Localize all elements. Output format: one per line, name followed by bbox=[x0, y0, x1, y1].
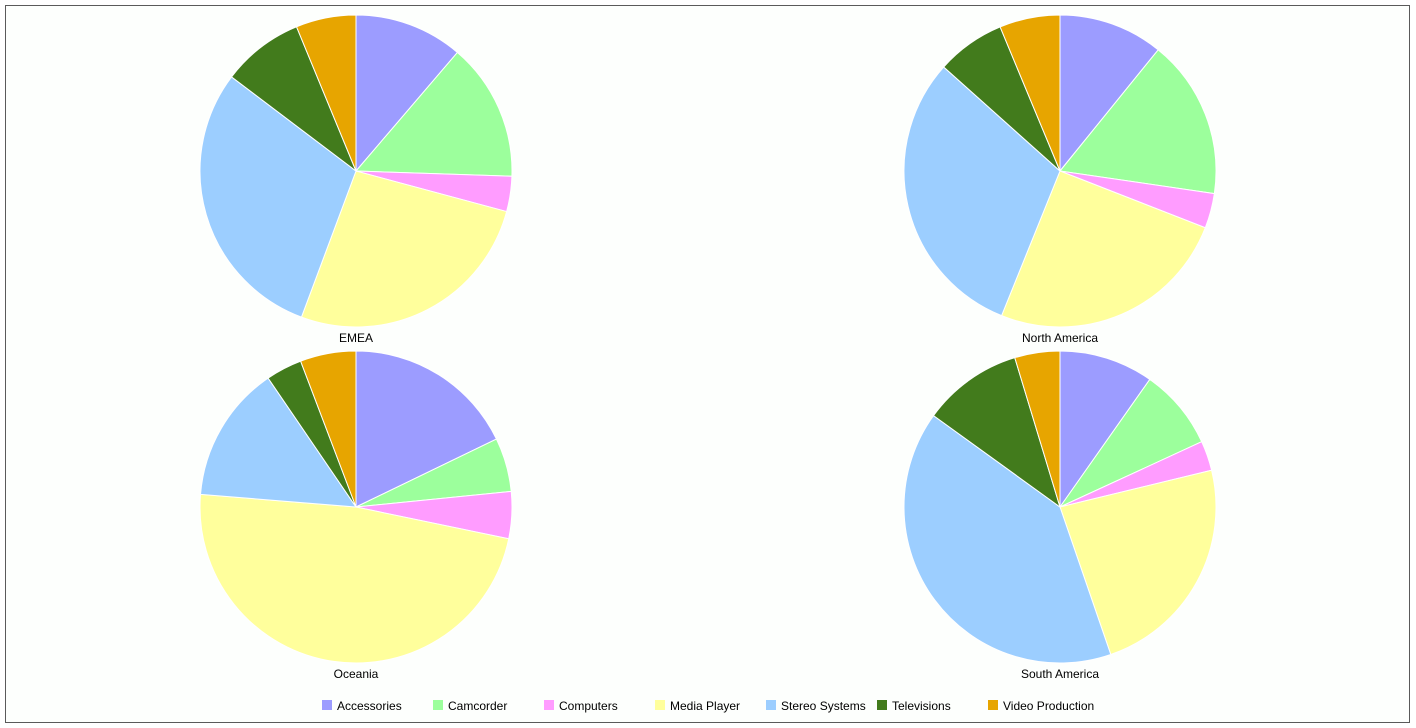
legend-item-televisions[interactable]: Televisions bbox=[877, 699, 951, 713]
slice-oceania-video-production[interactable] bbox=[299, 350, 357, 508]
pie-south-america: South America bbox=[903, 350, 1217, 681]
slice-emea-video-production[interactable] bbox=[295, 14, 357, 172]
slice-north-america-accessories[interactable] bbox=[1059, 14, 1159, 173]
legend-label-accessories: Accessories bbox=[337, 699, 402, 713]
slice-oceania-media-player[interactable] bbox=[199, 493, 510, 664]
legend-swatch-televisions bbox=[877, 700, 887, 710]
pie-title-emea: EMEA bbox=[339, 331, 373, 345]
slice-oceania-accessories[interactable] bbox=[355, 350, 498, 508]
slice-north-america-media-player[interactable] bbox=[1000, 170, 1206, 328]
pie-title-south-america: South America bbox=[1021, 667, 1099, 681]
slice-south-america-stereo-systems[interactable] bbox=[903, 414, 1112, 664]
legend-label-computers: Computers bbox=[559, 699, 618, 713]
legend-item-accessories[interactable]: Accessories bbox=[322, 699, 402, 713]
slice-emea-media-player[interactable] bbox=[300, 170, 508, 328]
legend-swatch-camcorder bbox=[433, 700, 443, 710]
legend-swatch-stereo-systems bbox=[766, 700, 776, 710]
slice-south-america-accessories[interactable] bbox=[1059, 350, 1151, 509]
legend: Accessories Camcorder Computers Media Playe… bbox=[322, 699, 1094, 713]
pie-north-america: North America bbox=[903, 14, 1217, 345]
slice-emea-stereo-systems[interactable] bbox=[199, 76, 357, 318]
legend-label-video-production: Video Production bbox=[1003, 699, 1094, 713]
legend-swatch-video-production bbox=[988, 700, 998, 710]
slice-south-america-video-production[interactable] bbox=[1014, 350, 1061, 508]
legend-label-media-player: Media Player bbox=[670, 699, 740, 713]
legend-label-televisions: Televisions bbox=[892, 699, 951, 713]
legend-item-camcorder[interactable]: Camcorder bbox=[433, 699, 507, 713]
slice-south-america-televisions[interactable] bbox=[932, 357, 1061, 509]
legend-item-stereo-systems[interactable]: Stereo Systems bbox=[766, 699, 866, 713]
slice-north-america-stereo-systems[interactable] bbox=[903, 66, 1061, 317]
legend-swatch-accessories bbox=[322, 700, 332, 710]
legend-label-stereo-systems: Stereo Systems bbox=[781, 699, 866, 713]
pie-emea: EMEA bbox=[199, 14, 513, 345]
slice-north-america-camcorder[interactable] bbox=[1059, 49, 1217, 195]
legend-swatch-media-player bbox=[655, 700, 665, 710]
legend-label-camcorder: Camcorder bbox=[448, 699, 507, 713]
slice-emea-camcorder[interactable] bbox=[354, 51, 513, 177]
slice-north-america-video-production[interactable] bbox=[999, 14, 1061, 172]
pie-title-north-america: North America bbox=[1022, 331, 1098, 345]
legend-item-computers[interactable]: Computers bbox=[544, 699, 618, 713]
legend-item-video-production[interactable]: Video Production bbox=[988, 699, 1094, 713]
legend-swatch-computers bbox=[544, 700, 554, 710]
pie-oceania: Oceania bbox=[199, 350, 513, 681]
pie-title-oceania: Oceania bbox=[334, 667, 379, 681]
legend-item-media-player[interactable]: Media Player bbox=[655, 699, 740, 713]
slice-emea-accessories[interactable] bbox=[355, 14, 459, 173]
slice-south-america-media-player[interactable] bbox=[1059, 469, 1217, 656]
pies-group: EMEA North America Oceania South America bbox=[199, 14, 1217, 681]
slice-oceania-stereo-systems[interactable] bbox=[199, 377, 358, 508]
